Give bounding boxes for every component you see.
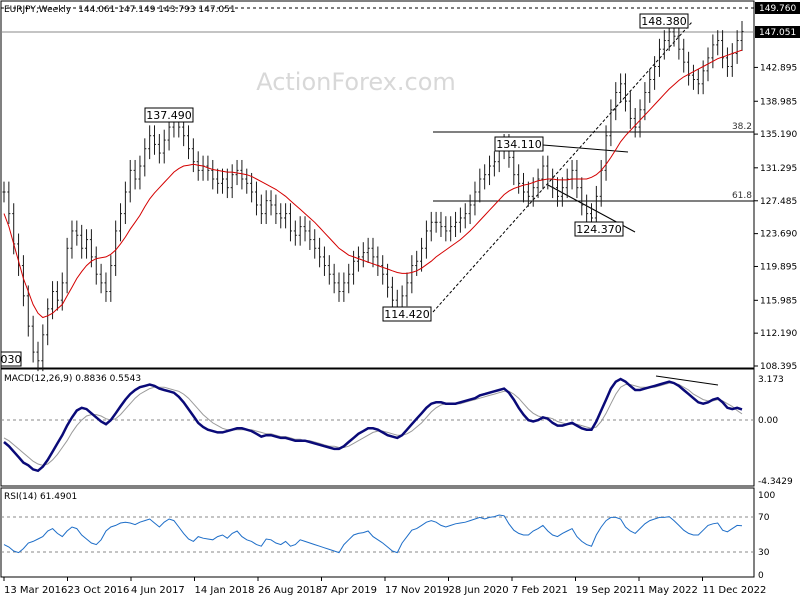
x-axis-tick-label-9: 19 Sep 2021 [576, 585, 639, 596]
x-axis: 13 Mar 2016 23 Oct 2016 4 Jun 2017 14 Jan 2… [3, 577, 767, 596]
x-axis-tick-label-1: 23 Oct 2016 [68, 585, 130, 596]
watermark: ActionForex.com [256, 68, 456, 96]
sma-line [3, 49, 743, 319]
annotation-030: 030 [0, 351, 22, 367]
price-axis-tick-label-0: 142.895 [760, 63, 797, 73]
x-axis-tick-label-3: 14 Jan 2018 [195, 585, 255, 596]
fib-61-label: 61.8 [732, 191, 752, 201]
x-axis-tick-label-7: 28 Jun 2020 [449, 585, 509, 596]
annotation-114420: 114.420 [382, 306, 432, 322]
rsi-panel [0, 487, 755, 578]
rsi-series [3, 514, 743, 554]
x-axis-tick-label-10: 1 May 2022 [639, 585, 698, 596]
price-axis-tick-label-8: 112.190 [760, 329, 797, 339]
rsi-title: RSI(14) 61.4901 [4, 492, 77, 502]
macd-divergence-line [655, 375, 719, 386]
price-axis: 149.760 147.051 142.895 138.985 135.190 131… [754, 2, 800, 372]
rsi-axis-tick-0: 0 [758, 571, 764, 581]
annotation-134110: 134.110 [494, 136, 544, 152]
x-axis-tick-label-11: 11 Dec 2022 [703, 585, 767, 596]
macd-title: MACD(12,26,9) 0.8836 0.5543 [4, 374, 141, 384]
price-axis-tick-label-1: 138.985 [760, 97, 797, 107]
price-axis-tick-label-6: 119.895 [760, 262, 797, 272]
x-axis-tick-label-6: 17 Nov 2019 [385, 585, 449, 596]
wedge-upper-line [542, 144, 629, 153]
annotation-114420-text: 114.420 [384, 308, 430, 321]
x-axis-tick-label-8: 7 Feb 2021 [512, 585, 568, 596]
annotation-124370-text: 124.370 [576, 223, 622, 236]
annotation-124370: 124.370 [574, 221, 624, 237]
x-axis-tick-label-4: 26 Aug 2018 [258, 585, 322, 596]
price-panel [0, 0, 755, 369]
macd-series [3, 377, 743, 473]
rsi-axis-tick-30: 30 [758, 548, 770, 558]
macd-panel [0, 368, 755, 487]
price-axis-tick-label-4: 127.485 [760, 197, 797, 207]
fib-38-label: 38.2 [732, 122, 752, 132]
price-axis-tick-label-9: 108.395 [760, 362, 797, 372]
current-price-label: 147.051 [759, 28, 796, 38]
top-price-label: 149.760 [759, 4, 796, 14]
annotation-137490-text: 137.490 [146, 109, 192, 122]
x-axis-tick-label-0: 13 Mar 2016 [4, 585, 67, 596]
macd-axis-tick-bottom: -4.3429 [758, 477, 793, 487]
annotation-134110-text: 134.110 [496, 138, 542, 151]
annotation-137490: 137.490 [144, 107, 194, 123]
macd-main-line [3, 377, 743, 473]
macd-axis-tick-top: 3.173 [758, 375, 784, 385]
rsi-axis-tick-100: 100 [758, 491, 775, 501]
annotation-148380: 148.380 [639, 13, 689, 29]
sma-series [3, 49, 743, 319]
price-title-symbol: EURJPY,Weekly [4, 5, 72, 15]
macd-signal-line [3, 382, 743, 466]
rsi-axis-tick-70: 70 [758, 513, 770, 523]
price-title: EURJPY,Weekly 144.061 147.149 143.793 14… [4, 5, 236, 15]
price-axis-tick-label-5: 123.690 [760, 230, 797, 240]
rsi-line [3, 514, 743, 554]
x-axis-tick-label-5: 7 Apr 2019 [322, 585, 377, 596]
price-axis-tick-label-3: 131.295 [760, 164, 797, 174]
annotation-030-text: 030 [1, 353, 22, 366]
x-axis-tick-label-2: 4 Jun 2017 [131, 585, 185, 596]
price-axis-tick-label-7: 115.985 [760, 296, 797, 306]
price-title-ohlc: 144.061 147.149 143.793 147.051 [78, 5, 235, 15]
macd-axis-tick-zero: 0.00 [758, 416, 778, 426]
annotation-148380-text: 148.380 [641, 15, 687, 28]
price-axis-tick-label-2: 135.190 [760, 130, 797, 140]
